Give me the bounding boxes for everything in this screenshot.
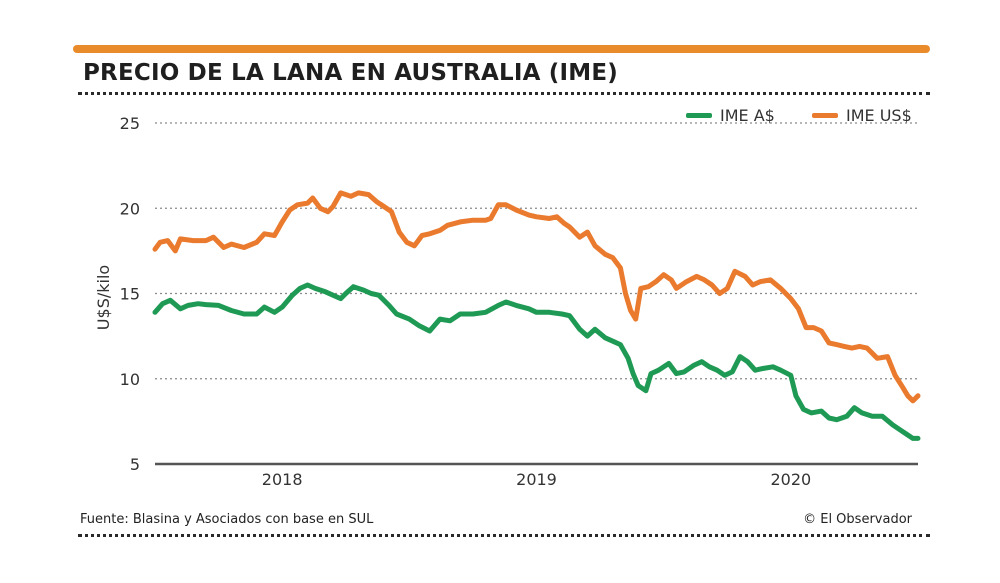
y-tick-label: 25 [120,114,140,133]
y-axis-label: U$S/kilo [94,265,113,330]
legend-label-ime-a: IME A$ [720,105,775,125]
series-line-ime-a [152,282,921,441]
legend-swatch-ime-us [812,112,838,118]
legend-item-ime-us: IME US$ [812,103,912,127]
credit-note: © El Observador [803,512,912,527]
y-tick-label: 20 [120,199,140,218]
legend-label-ime-us: IME US$ [846,105,912,125]
series-line-ime-us [152,190,921,404]
legend-swatch-ime-a [686,112,712,118]
x-tick-label: 2019 [516,470,557,489]
legend-item-ime-a: IME A$ [686,103,775,127]
title-divider [78,92,930,95]
y-tick-label: 15 [120,285,140,304]
x-tick-label: 2020 [770,470,811,489]
footer-divider [78,534,930,537]
y-tick-label: 10 [120,370,140,389]
x-tick-label: 2018 [262,470,303,489]
y-tick-label: 5 [130,455,140,474]
top-accent-bar [73,45,930,53]
chart-title: PRECIO DE LA LANA EN AUSTRALIA (IME) [83,60,618,86]
source-note: Fuente: Blasina y Asociados con base en … [80,512,374,527]
